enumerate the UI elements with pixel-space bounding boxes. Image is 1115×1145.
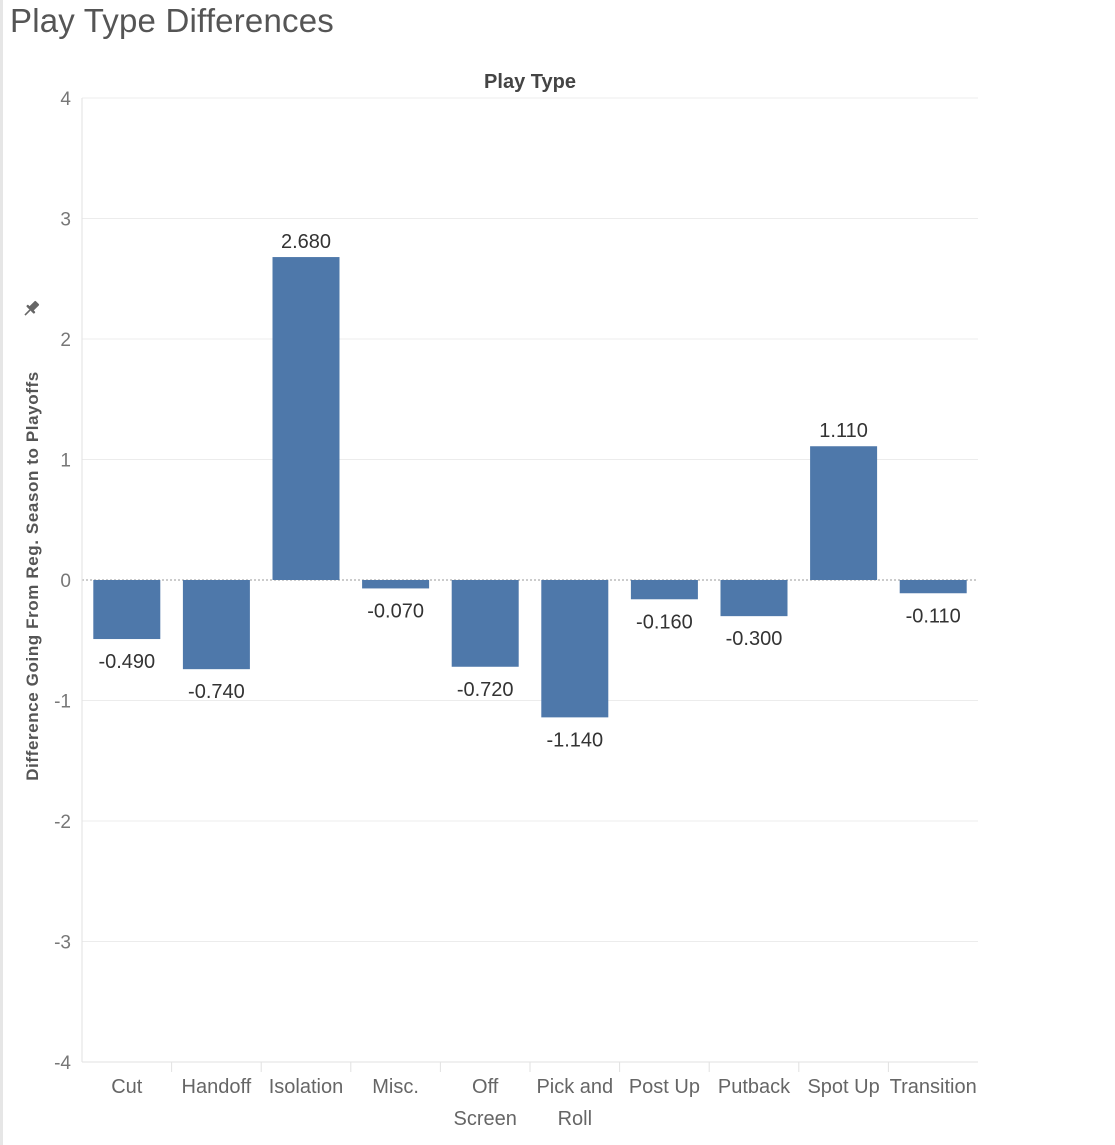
bar: [182, 580, 250, 670]
data-label: 2.680: [281, 231, 331, 253]
x-tick-label: Off: [472, 1076, 499, 1098]
x-tick-label: Misc.: [372, 1076, 419, 1098]
x-tick-label: Spot Up: [807, 1076, 879, 1098]
data-label: -0.110: [906, 605, 961, 627]
data-label: -0.070: [367, 600, 424, 622]
x-tick-label: Screen: [454, 1108, 517, 1130]
y-tick-label: -2: [54, 812, 71, 833]
y-tick-label: -1: [54, 692, 71, 713]
y-tick-label: 4: [60, 89, 71, 110]
data-label: -0.740: [188, 681, 245, 703]
y-tick-label: 1: [60, 451, 71, 472]
bar: [362, 580, 430, 589]
x-tick-label: Post Up: [629, 1076, 700, 1098]
page-title: Play Type Differences: [10, 2, 334, 39]
y-tick-label: -4: [54, 1053, 71, 1074]
y-axis-title: Difference Going From Reg. Season to Pla…: [23, 371, 42, 781]
left-border: [0, 0, 3, 1145]
x-tick-label: Pick and: [536, 1076, 613, 1098]
pin-icon[interactable]: [20, 298, 42, 320]
y-tick-label: 2: [60, 330, 71, 351]
x-tick-label: Putback: [718, 1076, 791, 1098]
data-label: -0.160: [636, 611, 693, 633]
data-label: 1.110: [819, 420, 868, 442]
y-tick-label: -3: [54, 933, 71, 954]
data-label: -1.140: [546, 729, 603, 751]
bar: [541, 580, 609, 718]
x-axis-title: Play Type: [484, 71, 576, 93]
bar: [810, 446, 878, 580]
x-tick-label: Roll: [558, 1108, 592, 1130]
bar: [451, 580, 519, 667]
x-tick-label: Isolation: [269, 1076, 344, 1098]
bar: [272, 257, 340, 580]
bar: [899, 580, 967, 594]
x-tick-label: Cut: [111, 1076, 143, 1098]
y-tick-label: 3: [60, 210, 71, 231]
data-label: -0.490: [98, 651, 155, 673]
bar: [720, 580, 788, 617]
x-tick-label: Transition: [890, 1076, 977, 1098]
x-tick-label: Handoff: [182, 1076, 252, 1098]
data-label: -0.300: [726, 628, 783, 650]
data-label: -0.720: [457, 679, 514, 701]
y-tick-label: 0: [60, 571, 71, 592]
bar: [630, 580, 698, 600]
bar: [93, 580, 161, 640]
